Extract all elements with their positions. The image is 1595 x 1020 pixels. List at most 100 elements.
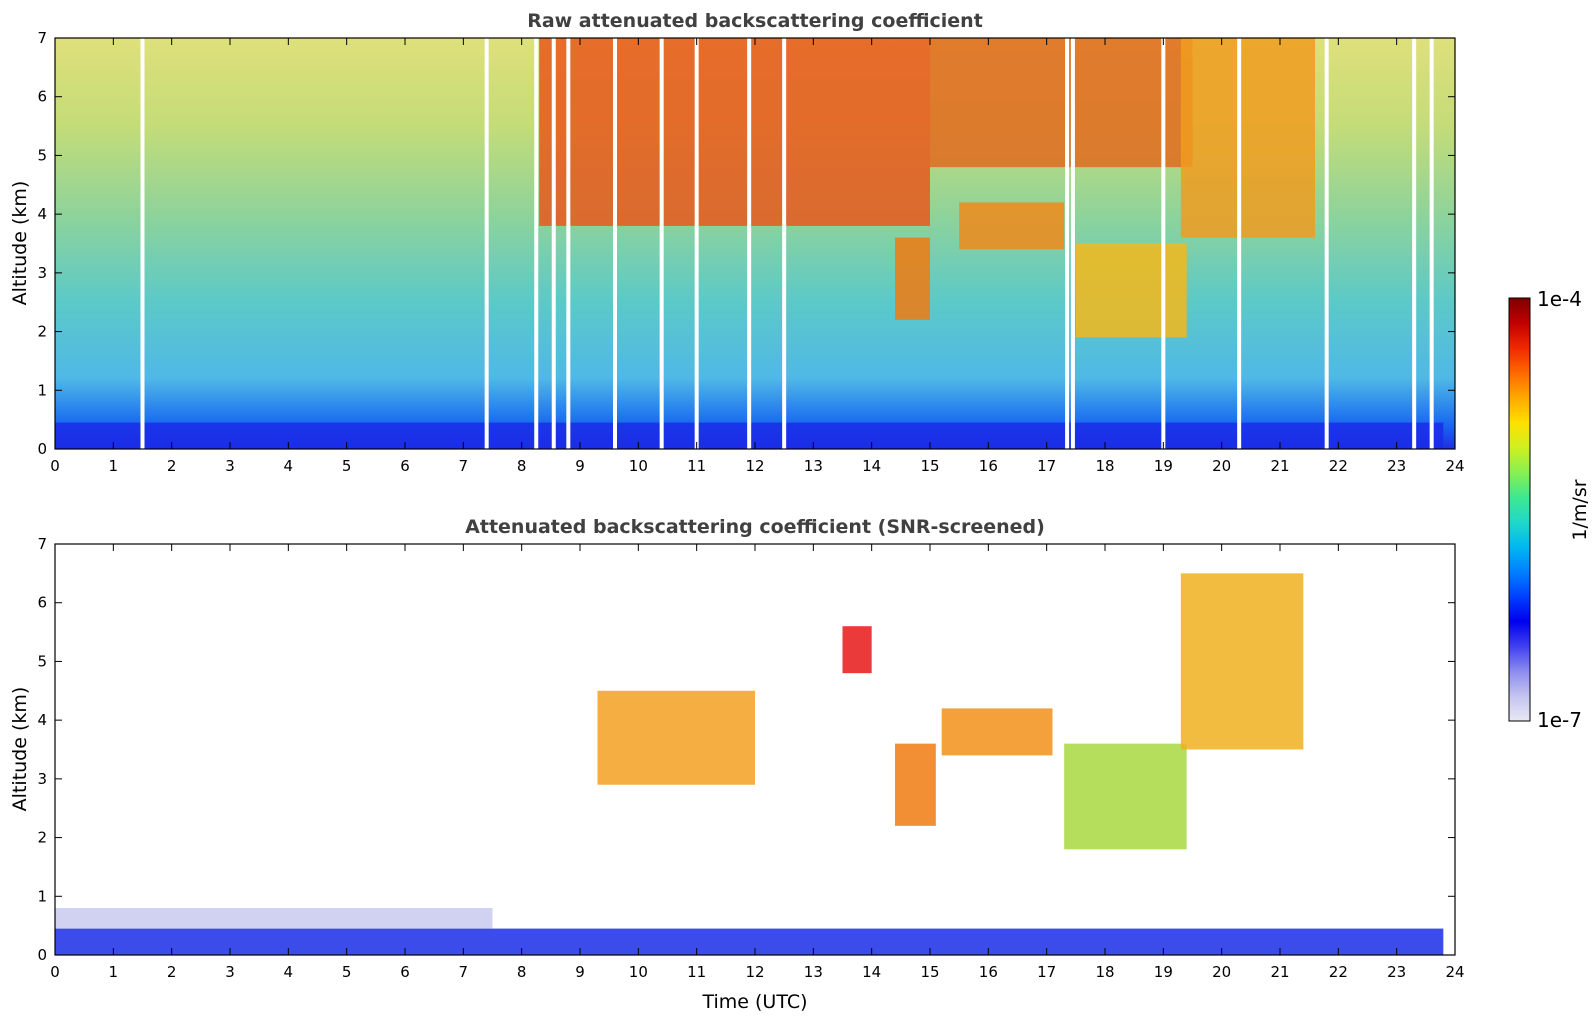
y-tick-label: 1 — [37, 381, 47, 399]
panel-raw: Raw attenuated backscattering coefficien… — [9, 10, 1465, 475]
x-tick-label: 9 — [575, 457, 585, 475]
x-tick-label: 20 — [1212, 963, 1231, 981]
x-tick-label: 14 — [862, 457, 881, 475]
plot-area-raw — [55, 38, 1455, 449]
data-gaps-raw — [140, 38, 1434, 449]
feature-cloud-streaks — [597, 690, 755, 785]
x-tick-label: 6 — [400, 457, 410, 475]
x-tick-label: 5 — [342, 457, 352, 475]
feature-virga — [895, 743, 936, 826]
y-tick-label: 0 — [37, 440, 47, 458]
x-tick-label: 1 — [109, 457, 119, 475]
x-tick-label: 24 — [1445, 457, 1464, 475]
feature-high-cloud — [930, 38, 1193, 168]
data-gap — [694, 38, 699, 449]
data-gap — [659, 38, 664, 449]
x-tick-label: 10 — [629, 963, 648, 981]
feature-ascending-cloud — [1180, 573, 1304, 750]
y-ticks-screened: 0 1 2 3 4 5 6 7 — [37, 535, 1455, 964]
feature-isolated-echo — [842, 626, 872, 674]
data-gap — [1324, 38, 1329, 449]
data-gap — [534, 38, 539, 449]
feature-cloud — [1064, 743, 1187, 850]
x-tick-label: 12 — [745, 963, 764, 981]
x-tick-label: 3 — [225, 457, 235, 475]
x-tick-label: 21 — [1270, 963, 1289, 981]
x-tick-label: 8 — [517, 457, 527, 475]
x-tick-label: 0 — [50, 963, 60, 981]
feature-cloud — [959, 202, 1065, 250]
y-tick-label: 6 — [37, 594, 47, 612]
data-gap — [484, 38, 489, 449]
colorbar: 1e-4 1e-7 1/m/sr — [1508, 287, 1591, 732]
x-tick-label: 23 — [1387, 963, 1406, 981]
data-gap — [1161, 38, 1166, 449]
x-ticks-raw: 0 1 2 3 4 5 6 7 8 9 10 11 12 13 14 15 16 17 18 19 20 21 22 23 24 — [50, 38, 1465, 475]
y-tick-label: 4 — [37, 711, 47, 729]
x-tick-label: 10 — [629, 457, 648, 475]
feature-aerosol-layer — [55, 928, 1444, 955]
colorbar-min-label: 1e-7 — [1537, 708, 1582, 732]
y-tick-label: 3 — [37, 770, 47, 788]
data-gap — [747, 38, 752, 449]
colorbar-max-label: 1e-4 — [1537, 287, 1582, 311]
x-ticks-screened: 0 1 2 3 4 5 6 7 8 9 10 11 12 13 14 15 16 17 18 19 20 21 22 23 24 — [50, 544, 1465, 981]
data-gap — [1237, 38, 1242, 449]
x-tick-label: 5 — [342, 963, 352, 981]
x-tick-label: 1 — [109, 963, 119, 981]
data-gap — [613, 38, 617, 449]
y-tick-label: 4 — [37, 205, 47, 223]
colorbar-unit-label: 1/m/sr — [1569, 479, 1591, 540]
y-ticks-raw: 0 1 2 3 4 5 6 7 — [37, 29, 1455, 458]
x-tick-label: 14 — [862, 963, 881, 981]
data-gap — [566, 38, 571, 449]
x-tick-label: 13 — [804, 457, 823, 475]
data-gap — [1429, 38, 1434, 449]
x-tick-label: 9 — [575, 963, 585, 981]
x-tick-label: 23 — [1387, 457, 1406, 475]
x-tick-label: 19 — [1154, 963, 1173, 981]
y-tick-label: 5 — [37, 146, 47, 164]
x-tick-label: 20 — [1212, 457, 1231, 475]
x-tick-label: 15 — [920, 963, 939, 981]
colorbar-gradient — [1508, 297, 1531, 722]
y-tick-label: 1 — [37, 887, 47, 905]
y-axis-label-screened: Altitude (km) — [9, 687, 31, 812]
x-tick-label: 21 — [1270, 457, 1289, 475]
x-tick-label: 11 — [687, 963, 706, 981]
x-tick-label: 4 — [284, 457, 294, 475]
feature-virga — [895, 237, 930, 320]
plot-area-screened — [55, 544, 1455, 955]
features-screened — [55, 573, 1444, 955]
y-axis-label-raw: Altitude (km) — [9, 181, 31, 306]
y-tick-label: 7 — [37, 29, 47, 47]
x-tick-label: 0 — [50, 457, 60, 475]
feature-residual-layer — [55, 908, 493, 929]
data-gap — [1065, 38, 1070, 449]
x-tick-label: 19 — [1154, 457, 1173, 475]
x-tick-label: 7 — [459, 963, 469, 981]
x-tick-label: 22 — [1329, 963, 1348, 981]
panel-title-screened: Attenuated backscattering coefficient (S… — [465, 516, 1045, 538]
x-tick-label: 12 — [745, 457, 764, 475]
x-tick-label: 18 — [1095, 457, 1114, 475]
panel-title-raw: Raw attenuated backscattering coefficien… — [527, 10, 983, 32]
x-tick-label: 6 — [400, 963, 410, 981]
data-gap — [1412, 38, 1417, 449]
y-tick-label: 2 — [37, 323, 47, 341]
x-tick-label: 16 — [979, 963, 998, 981]
x-tick-label: 22 — [1329, 457, 1348, 475]
x-tick-label: 18 — [1095, 963, 1114, 981]
x-tick-label: 4 — [284, 963, 294, 981]
y-tick-label: 0 — [37, 946, 47, 964]
y-tick-label: 2 — [37, 829, 47, 847]
data-gap — [140, 38, 145, 449]
x-tick-label: 2 — [167, 457, 177, 475]
feature-ascending-cloud — [1180, 38, 1315, 238]
x-tick-label: 15 — [920, 457, 939, 475]
panel-screened: Attenuated backscattering coefficient (S… — [9, 516, 1465, 1013]
x-tick-label: 11 — [687, 457, 706, 475]
y-tick-label: 6 — [37, 88, 47, 106]
data-gap — [1070, 38, 1075, 449]
